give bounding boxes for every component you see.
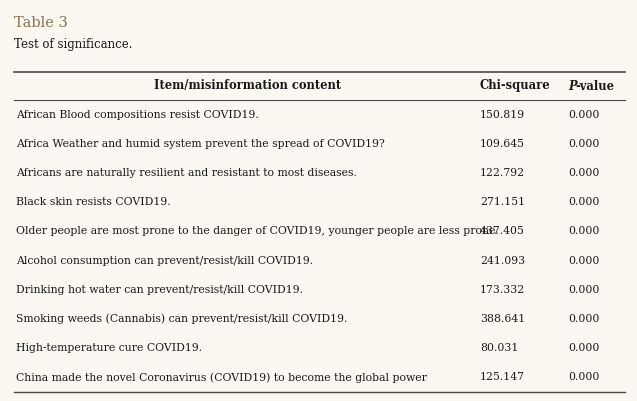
Text: 0.000: 0.000 [568, 168, 599, 178]
Text: 80.031: 80.031 [480, 343, 519, 353]
Text: Older people are most prone to the danger of COVID19, younger people are less pr: Older people are most prone to the dange… [16, 227, 499, 237]
Text: -value: -value [575, 79, 614, 93]
Text: P: P [568, 79, 576, 93]
Text: 0.000: 0.000 [568, 227, 599, 237]
Text: 0.000: 0.000 [568, 109, 599, 119]
Text: 0.000: 0.000 [568, 139, 599, 149]
Text: 122.792: 122.792 [480, 168, 525, 178]
Text: 388.641: 388.641 [480, 314, 526, 324]
Text: Item/misinformation content: Item/misinformation content [154, 79, 341, 93]
Text: 0.000: 0.000 [568, 255, 599, 265]
Text: 0.000: 0.000 [568, 197, 599, 207]
Text: Alcohol consumption can prevent/resist/kill COVID19.: Alcohol consumption can prevent/resist/k… [16, 255, 313, 265]
Text: 0.000: 0.000 [568, 285, 599, 295]
Text: Africans are naturally resilient and resistant to most diseases.: Africans are naturally resilient and res… [16, 168, 357, 178]
Text: 0.000: 0.000 [568, 373, 599, 383]
Text: 241.093: 241.093 [480, 255, 525, 265]
Text: Drinking hot water can prevent/resist/kill COVID19.: Drinking hot water can prevent/resist/ki… [16, 285, 303, 295]
Text: 0.000: 0.000 [568, 314, 599, 324]
Text: Chi-square: Chi-square [480, 79, 550, 93]
Text: Africa Weather and humid system prevent the spread of COVID19?: Africa Weather and humid system prevent … [16, 139, 385, 149]
Text: 173.332: 173.332 [480, 285, 526, 295]
Text: China made the novel Coronavirus (COVID19) to become the global power: China made the novel Coronavirus (COVID1… [16, 372, 427, 383]
Text: 150.819: 150.819 [480, 109, 525, 119]
Text: 437.405: 437.405 [480, 227, 525, 237]
Text: Black skin resists COVID19.: Black skin resists COVID19. [16, 197, 171, 207]
Text: Smoking weeds (Cannabis) can prevent/resist/kill COVID19.: Smoking weeds (Cannabis) can prevent/res… [16, 314, 347, 324]
Text: Table 3: Table 3 [14, 16, 68, 30]
Text: High-temperature cure COVID19.: High-temperature cure COVID19. [16, 343, 202, 353]
Text: African Blood compositions resist COVID19.: African Blood compositions resist COVID1… [16, 109, 259, 119]
Text: 271.151: 271.151 [480, 197, 525, 207]
Text: 0.000: 0.000 [568, 343, 599, 353]
Text: 125.147: 125.147 [480, 373, 525, 383]
Text: Test of significance.: Test of significance. [14, 38, 132, 51]
Text: 109.645: 109.645 [480, 139, 525, 149]
